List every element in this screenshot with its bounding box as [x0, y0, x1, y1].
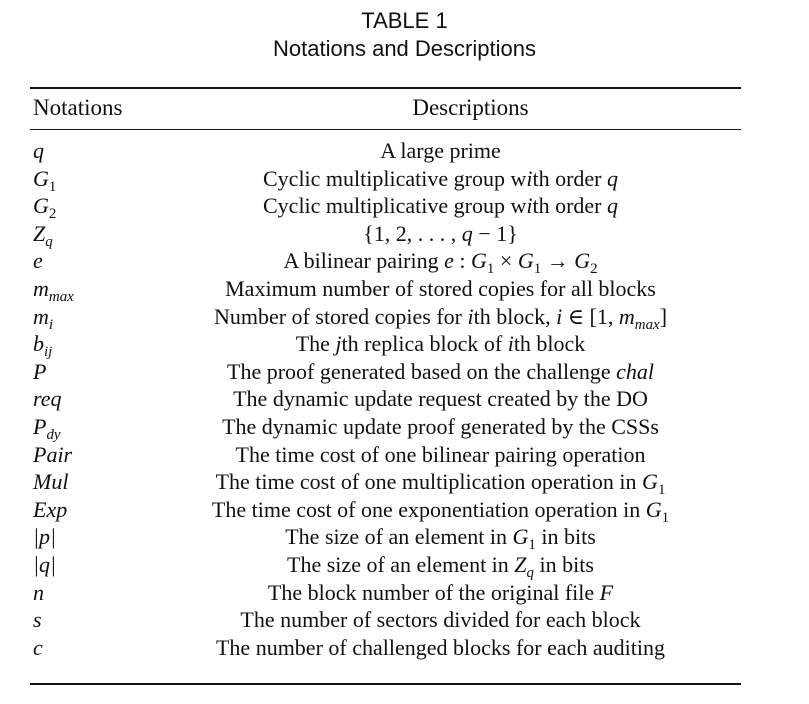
header-rule [30, 129, 741, 130]
notation-cell: mi [33, 303, 54, 333]
notation-cell: |p| [33, 524, 57, 550]
notation-cell: G1 [33, 165, 57, 195]
notation-cell: G2 [33, 193, 57, 223]
table-row: q A large prime [30, 137, 741, 165]
table-title: Notations and Descriptions [273, 36, 536, 61]
description-cell: Number of stored copies for ith block, i… [213, 303, 668, 333]
table-row: |p| The size of an element in G1 in bits [30, 523, 741, 554]
description-cell: The proof generated based on the challen… [227, 358, 654, 384]
notation-cell: req [33, 386, 62, 412]
description-cell: The dynamic update request created by th… [233, 386, 648, 412]
notation-cell: bij [33, 331, 53, 361]
bottom-rule [30, 683, 741, 685]
description-cell: {1, 2, . . . , q − 1} [363, 220, 518, 246]
table-row: P The proof generated based on the challe… [30, 358, 741, 386]
notation-cell: mmax [33, 275, 74, 306]
table-row: G2 Cyclic multiplicative group with order… [30, 192, 741, 223]
table-row: bij The jth replica block of ith block [30, 330, 741, 361]
notation-cell: Mul [33, 469, 69, 495]
description-cell: The size of an element in Zq in bits [287, 551, 594, 582]
notation-cell: Zq [33, 220, 53, 251]
table-label: TABLE 1 [361, 8, 448, 33]
description-cell: A large prime [380, 138, 501, 163]
table-row: c The number of challenged blocks for eac… [30, 634, 741, 662]
notation-cell: P [33, 358, 47, 384]
notation-cell: Pdy [33, 413, 61, 444]
table-row: mi Number of stored copies for ith block,… [30, 303, 741, 333]
table-row: e A bilinear pairing e : G1 × G1 → G2 [30, 247, 741, 278]
notation-cell: Exp [33, 496, 68, 522]
notation-cell: n [33, 579, 44, 605]
description-cell: The time cost of one multiplication oper… [215, 469, 666, 499]
description-cell: Cyclic multiplicative group with order q [263, 193, 618, 219]
description-cell: The time cost of one exponentiation oper… [211, 496, 670, 526]
header-notations: Notations [33, 95, 123, 120]
description-cell: The number of challenged blocks for each… [215, 634, 665, 660]
description-cell: A bilinear pairing e : G1 × G1 → G2 [283, 248, 598, 278]
notation-cell: q [33, 138, 44, 163]
table-row: Zq {1, 2, . . . , q − 1} [30, 220, 741, 251]
table-row: Pair The time cost of one bilinear pairin… [30, 441, 741, 469]
description-cell: Maximum number of stored copies for all … [225, 275, 656, 301]
top-rule [30, 87, 741, 89]
description-cell: The jth replica block of ith block [295, 331, 586, 357]
description-cell: The dynamic update proof generated by th… [222, 413, 659, 439]
header-descriptions: Descriptions [412, 95, 529, 120]
description-cell: The size of an element in G1 in bits [285, 524, 596, 554]
table-row: Mul The time cost of one multiplication o… [30, 468, 741, 499]
notation-cell: |q| [33, 551, 57, 577]
table-row: s The number of sectors divided for each … [30, 606, 741, 634]
notation-cell: s [33, 607, 42, 633]
notation-cell: e [33, 248, 43, 274]
table-row: n The block number of the original file F [30, 579, 741, 607]
description-cell: The time cost of one bilinear pairing op… [235, 441, 646, 467]
notation-cell: c [33, 634, 43, 660]
description-cell: The block number of the original file F [267, 579, 614, 605]
table-row: Pdy The dynamic update proof generated by… [30, 413, 741, 444]
description-cell: Cyclic multiplicative group with order q [263, 165, 618, 191]
table-row: G1 Cyclic multiplicative group with order… [30, 165, 741, 195]
table-row: req The dynamic update request created by… [30, 385, 741, 413]
notation-cell: Pair [33, 441, 73, 467]
table-row: |q| The size of an element in Zq in bits [30, 551, 741, 582]
table-row: mmax Maximum number of stored copies for … [30, 275, 741, 306]
description-cell: The number of sectors divided for each b… [240, 607, 641, 633]
table-row: Exp The time cost of one exponentiation o… [30, 496, 741, 526]
table-body: q A large prime G1 Cyclic multiplicative gr… [30, 137, 741, 661]
